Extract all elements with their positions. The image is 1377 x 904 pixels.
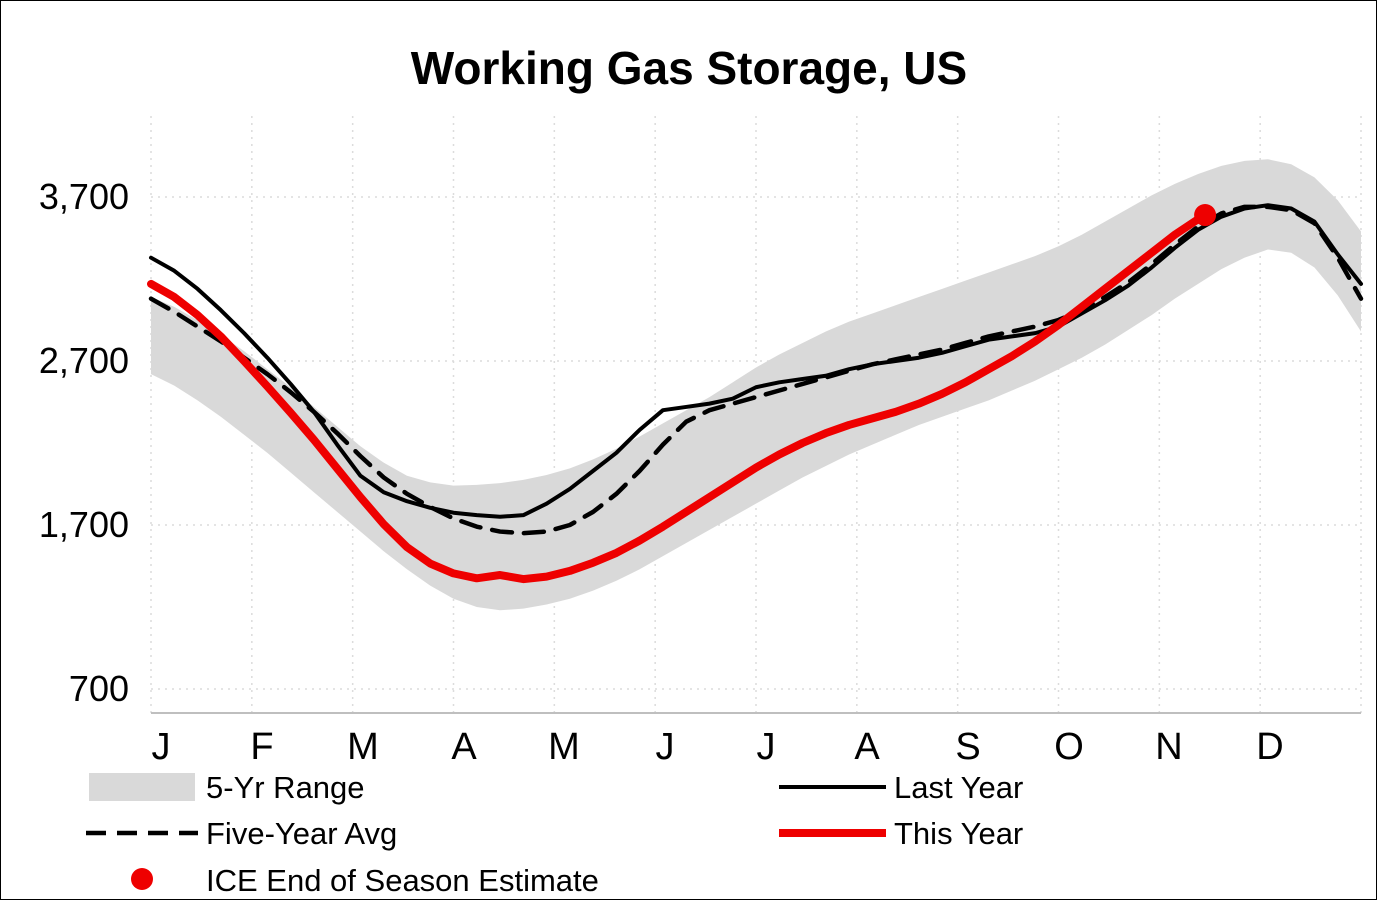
legend-swatch-5yr-range: [89, 773, 195, 801]
ice-estimate-dot: [1194, 204, 1217, 227]
x-tick-label-nov: N: [1155, 726, 1182, 768]
x-tick-label-feb: F: [250, 726, 273, 768]
x-tick-label-jul: J: [757, 726, 776, 768]
five-year-range-band: [151, 159, 1361, 611]
five-year-avg-line: [148, 204, 1364, 536]
x-tick-label-may: M: [548, 726, 580, 768]
y-tick-label-700: 700: [69, 668, 129, 709]
x-tick-label-aug: A: [854, 726, 880, 768]
chart-title: Working Gas Storage, US: [411, 42, 967, 94]
y-tick-label-3700: 3,700: [39, 176, 129, 217]
legend-label-5yr-range: 5-Yr Range: [206, 770, 365, 805]
x-tick-label-jun: J: [656, 726, 675, 768]
x-tick-label-apr: A: [451, 726, 477, 768]
x-tick-label-mar: M: [347, 726, 379, 768]
legend-label-ice-estimate: ICE End of Season Estimate: [206, 863, 599, 898]
legend-label-last-year: Last Year: [894, 770, 1023, 805]
legend-label-five-year-avg: Five-Year Avg: [206, 816, 397, 851]
x-tick-label-jan: J: [152, 726, 171, 768]
last-year-line: [149, 203, 1363, 519]
legend-swatch-ice-estimate-dot: [131, 868, 153, 890]
legend: 5-Yr Range Last Year Five-Year Avg This …: [86, 770, 1023, 898]
this-year-line: [147, 215, 1203, 584]
plot-area: [147, 116, 1364, 714]
y-tick-label-2700: 2,700: [39, 340, 129, 381]
x-tick-label-sep: S: [955, 726, 980, 768]
y-tick-label-1700: 1,700: [39, 504, 129, 545]
x-tick-label-dec: D: [1256, 726, 1283, 768]
x-tick-label-oct: O: [1054, 726, 1084, 768]
legend-label-this-year: This Year: [894, 816, 1023, 851]
